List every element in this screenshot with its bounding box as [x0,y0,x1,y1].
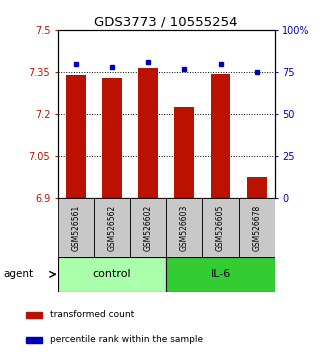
Text: GSM526602: GSM526602 [144,204,153,251]
Bar [174,107,194,198]
Text: GSM526562: GSM526562 [108,204,117,251]
Bar [211,74,230,198]
Bar [94,198,130,257]
Bar [166,198,203,257]
Text: GSM526561: GSM526561 [71,204,80,251]
Text: GSM526603: GSM526603 [180,204,189,251]
Bar [203,198,239,257]
Bar [102,78,122,198]
Text: transformed count: transformed count [50,310,134,319]
Text: agent: agent [3,269,33,279]
Text: GSM526605: GSM526605 [216,204,225,251]
Bar [58,257,166,292]
Text: percentile rank within the sample: percentile rank within the sample [50,335,203,344]
Bar [239,198,275,257]
Text: IL-6: IL-6 [211,269,231,279]
Text: GDS3773 / 10555254: GDS3773 / 10555254 [94,16,237,29]
Text: GSM526678: GSM526678 [252,204,261,251]
Bar [26,312,42,318]
Bar [166,257,275,292]
Bar [58,198,94,257]
Bar [247,177,266,198]
Text: control: control [93,269,131,279]
Bar [66,75,86,198]
Bar [138,68,158,198]
Bar [26,337,42,343]
Bar [130,198,166,257]
